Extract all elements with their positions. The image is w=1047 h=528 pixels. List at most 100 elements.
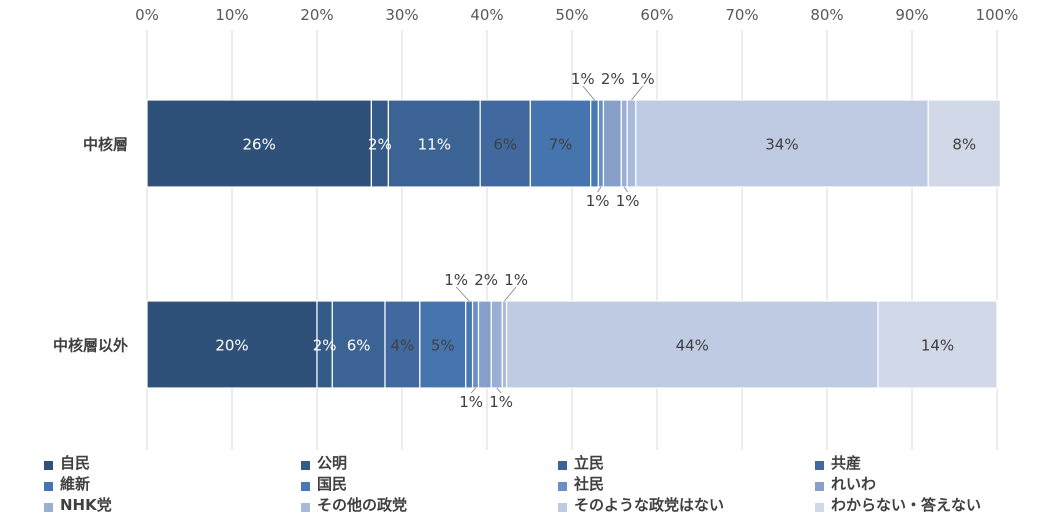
legend-item: 社民	[558, 473, 815, 494]
x-tick-label: 50%	[555, 6, 588, 24]
bar-segment	[490, 300, 503, 389]
legend-label: れいわ	[831, 475, 877, 493]
data-label: 5%	[431, 337, 455, 355]
category-label: 中核層以外	[53, 337, 128, 355]
legend-label: わからない・答えない	[831, 496, 982, 514]
data-label: 11%	[418, 136, 451, 154]
data-label: 20%	[215, 337, 248, 355]
legend-swatch	[44, 502, 53, 512]
bar-segment	[590, 99, 599, 188]
legend-swatch	[44, 460, 53, 470]
data-label: 1%	[459, 393, 483, 411]
legend-swatch	[301, 481, 310, 491]
bar-segment	[471, 300, 480, 389]
x-tick-label: 10%	[215, 6, 248, 24]
data-label: 44%	[676, 337, 709, 355]
data-label: 1%	[586, 192, 610, 210]
bar-segment	[465, 300, 474, 389]
bar-segment	[146, 300, 318, 389]
legend-swatch	[301, 502, 310, 512]
legend-item: その他の政党	[301, 494, 558, 515]
leader-line	[597, 186, 602, 193]
legend-item: 共産	[815, 452, 1035, 473]
data-label: 1%	[444, 271, 468, 289]
x-tick-label: 80%	[810, 6, 843, 24]
legend-label: そのような政党はない	[574, 496, 725, 514]
data-label: 14%	[921, 337, 954, 355]
legend-swatch	[44, 481, 53, 491]
data-label: 2%	[368, 136, 392, 154]
legend-swatch	[558, 481, 567, 491]
bar-segment	[146, 99, 372, 188]
bar-segment	[505, 300, 879, 389]
legend-item: 自民	[44, 452, 301, 473]
bar-segment	[597, 99, 605, 188]
data-label: 1%	[571, 70, 595, 88]
data-label: 8%	[952, 136, 976, 154]
leader-line	[623, 186, 628, 193]
x-tick-label: 90%	[895, 6, 928, 24]
data-label: 1%	[504, 271, 528, 289]
data-label: 34%	[765, 136, 798, 154]
legend-label: 自民	[60, 454, 91, 472]
legend-label: NHK党	[60, 496, 112, 514]
bar-segment	[602, 99, 622, 188]
legend-item: 国民	[301, 473, 558, 494]
leader-line	[470, 387, 476, 394]
legend-swatch	[301, 460, 310, 470]
legend: 自民 公明 立民 共産維新 国民 社民 れいわ NHK党 その他の政党 そのような政党はない わから…	[44, 452, 1044, 515]
legend-label: その他の政党	[317, 496, 408, 514]
leader-line	[496, 387, 502, 394]
legend-item: 公明	[301, 452, 558, 473]
x-tick-label: 40%	[470, 6, 503, 24]
legend-swatch	[815, 460, 824, 470]
x-tick-label: 20%	[300, 6, 333, 24]
bar-segment	[626, 99, 637, 188]
category-label: 中核層	[83, 136, 128, 154]
data-label: 6%	[493, 136, 517, 154]
bar-segment	[635, 99, 929, 188]
data-label: 1%	[631, 70, 655, 88]
x-tick-label: 30%	[385, 6, 418, 24]
legend-label: 国民	[317, 475, 348, 493]
legend-swatch	[815, 502, 824, 512]
legend-swatch	[558, 460, 567, 470]
legend-item: わからない・答えない	[815, 494, 1035, 515]
bar-segment	[927, 99, 1002, 188]
bar-segment	[331, 300, 386, 389]
x-tick-label: 100%	[976, 6, 1019, 24]
legend-item: 維新	[44, 473, 301, 494]
legend-item: そのような政党はない	[558, 494, 815, 515]
leader-line	[504, 286, 517, 302]
legend-label: 維新	[60, 475, 91, 493]
data-label: 2%	[601, 70, 625, 88]
leader-line	[582, 85, 595, 101]
legend-label: 立民	[574, 454, 605, 472]
bar-segment	[501, 300, 508, 389]
data-label: 26%	[243, 136, 276, 154]
bar-segment	[620, 99, 628, 188]
data-label: 1%	[616, 192, 640, 210]
leader-line	[455, 286, 470, 302]
x-tick-label: 0%	[135, 6, 159, 24]
legend-label: 公明	[317, 454, 348, 472]
leader-line	[631, 85, 644, 101]
legend-label: 共産	[831, 454, 862, 472]
data-label: 2%	[313, 337, 337, 355]
bar-segment	[877, 300, 998, 389]
data-label: 6%	[347, 337, 371, 355]
data-label: 4%	[391, 337, 415, 355]
chart-plot: 0% 10% 20% 30% 40% 50% 60% 70% 80% 90% 100% 中核層 26% 2…	[53, 6, 1019, 450]
bar-segment	[477, 300, 492, 389]
legend-item: NHK党	[44, 494, 301, 515]
bar-segment	[419, 300, 467, 389]
x-tick-label: 70%	[725, 6, 758, 24]
legend-item: 立民	[558, 452, 815, 473]
bar-segment	[479, 99, 531, 188]
legend-swatch	[558, 502, 567, 512]
x-tick-label: 60%	[640, 6, 673, 24]
bar-segment	[384, 300, 421, 389]
legend-swatch	[815, 481, 824, 491]
data-label: 7%	[549, 136, 573, 154]
